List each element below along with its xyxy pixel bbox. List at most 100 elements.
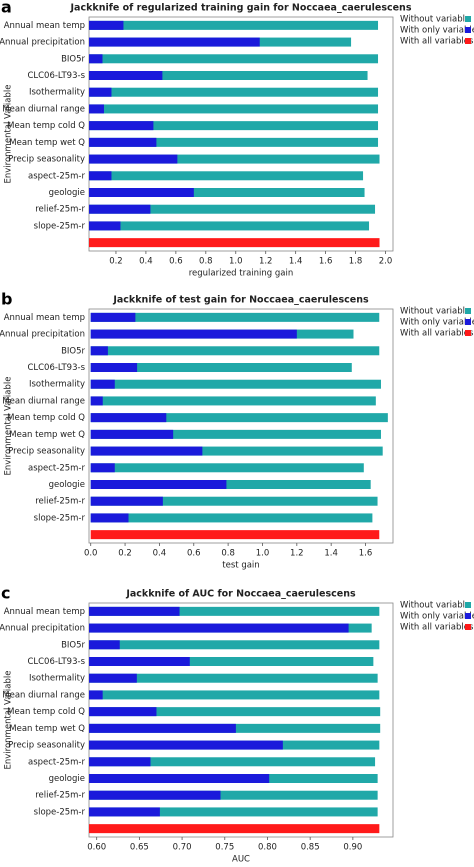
bar xyxy=(89,790,221,800)
bar xyxy=(90,329,297,339)
bar xyxy=(89,623,349,633)
y-axis-label: Environmental Variable xyxy=(4,671,14,770)
y-tick-label: relief-25m-r xyxy=(35,205,85,215)
y-tick-label: CLC06-LT93-s xyxy=(27,657,85,667)
bar xyxy=(90,463,115,473)
bar xyxy=(90,513,129,523)
legend-label: Without variable xyxy=(400,15,470,25)
x-tick-label: 0.4 xyxy=(139,257,153,267)
bar xyxy=(89,87,112,97)
bar xyxy=(90,413,388,423)
y-tick-label: Annual mean temp xyxy=(4,21,85,31)
y-tick-label: BIO5r xyxy=(61,346,85,356)
bar xyxy=(89,71,368,80)
x-tick-label: 0.4 xyxy=(153,549,167,559)
bar xyxy=(89,757,376,767)
bar xyxy=(89,104,379,114)
x-tick-label: 1.0 xyxy=(256,549,270,559)
y-tick-label: Precip seasonality xyxy=(8,447,85,457)
bar xyxy=(89,188,365,197)
y-tick-label: Annual mean temp xyxy=(4,607,85,617)
bar xyxy=(89,606,380,616)
bar xyxy=(89,740,283,750)
x-tick-label: 1.6 xyxy=(319,257,333,267)
legend-label: With all variables xyxy=(400,623,474,633)
bar xyxy=(90,429,381,439)
y-tick-label: Isothermality xyxy=(29,88,85,98)
bar xyxy=(90,496,378,506)
bar xyxy=(89,707,381,717)
y-tick-label: Mean temp wet Q xyxy=(9,724,85,734)
bar xyxy=(90,379,115,389)
y-tick-label: aspect-25m-r xyxy=(28,463,85,473)
plot-area xyxy=(88,308,394,544)
y-tick-label: Annual precipitation xyxy=(0,624,85,634)
y-tick-label: slope-25m-r xyxy=(34,513,86,523)
legend-label: With only variable xyxy=(400,612,474,622)
y-tick-label: Annual precipitation xyxy=(0,38,85,48)
bar xyxy=(89,54,103,64)
x-tick-label: 0.80 xyxy=(258,843,277,853)
y-tick-label: BIO5r xyxy=(61,54,85,64)
bar xyxy=(89,20,124,30)
y-tick-label: relief-25m-r xyxy=(35,497,85,507)
bar xyxy=(90,513,373,523)
bar xyxy=(90,346,108,356)
y-tick-label: aspect-25m-r xyxy=(28,171,85,181)
y-tick-label: Mean temp cold Q xyxy=(7,413,85,423)
bar xyxy=(89,221,121,231)
y-tick-label: slope-25m-r xyxy=(34,221,86,231)
x-axis-label: regularized training gain xyxy=(189,269,294,279)
legend-label: Without variable xyxy=(400,601,470,611)
bar xyxy=(89,673,378,683)
x-tick-label: 1.6 xyxy=(359,549,373,559)
chart-title: Jackknife of AUC for Noccaea_caerulescen… xyxy=(125,589,356,600)
legend-swatch xyxy=(465,38,471,44)
y-tick-label: geologie xyxy=(49,480,85,490)
bar xyxy=(90,363,352,372)
bar xyxy=(89,54,379,64)
x-tick-label: 1.8 xyxy=(349,257,363,267)
legend-label: With all variables xyxy=(400,329,474,339)
bar xyxy=(89,121,154,131)
x-tick-label: 1.4 xyxy=(324,549,338,559)
legend-swatch xyxy=(465,624,471,630)
bar xyxy=(89,606,180,616)
legend-swatch xyxy=(465,330,471,336)
bar xyxy=(89,807,160,817)
plot-area xyxy=(88,16,394,252)
x-tick-label: 1.2 xyxy=(259,257,273,267)
x-tick-label: 2.0 xyxy=(379,257,393,267)
x-tick-label: 0.2 xyxy=(109,257,123,267)
bar xyxy=(89,774,270,783)
bar xyxy=(89,137,157,147)
y-tick-label: CLC06-LT93-s xyxy=(27,71,85,81)
panel-label: c xyxy=(1,584,10,603)
legend-swatch xyxy=(465,602,471,608)
bar xyxy=(89,707,157,717)
bar xyxy=(89,171,112,181)
panel-label: a xyxy=(1,0,12,17)
y-tick-label: Mean diurnal range xyxy=(2,104,85,114)
legend-swatch xyxy=(465,308,471,314)
y-tick-label: Isothermality xyxy=(29,674,85,684)
bar xyxy=(89,188,194,197)
y-tick-label: Mean temp wet Q xyxy=(9,430,85,440)
bar xyxy=(89,723,236,733)
bar xyxy=(90,463,364,473)
bar xyxy=(90,379,381,389)
y-tick-label: Mean temp cold Q xyxy=(7,707,85,717)
bar xyxy=(89,121,379,131)
x-tick-label: 0.2 xyxy=(118,549,132,559)
legend-label: With only variable xyxy=(400,318,474,328)
bar xyxy=(89,657,190,666)
bar xyxy=(89,204,376,214)
x-tick-label: 0.8 xyxy=(199,257,213,267)
y-axis-label: Environmental Variable xyxy=(4,85,14,184)
bar xyxy=(89,87,379,97)
y-tick-label: geologie xyxy=(49,774,85,784)
bar xyxy=(90,429,174,439)
y-tick-label: aspect-25m-r xyxy=(28,757,85,767)
